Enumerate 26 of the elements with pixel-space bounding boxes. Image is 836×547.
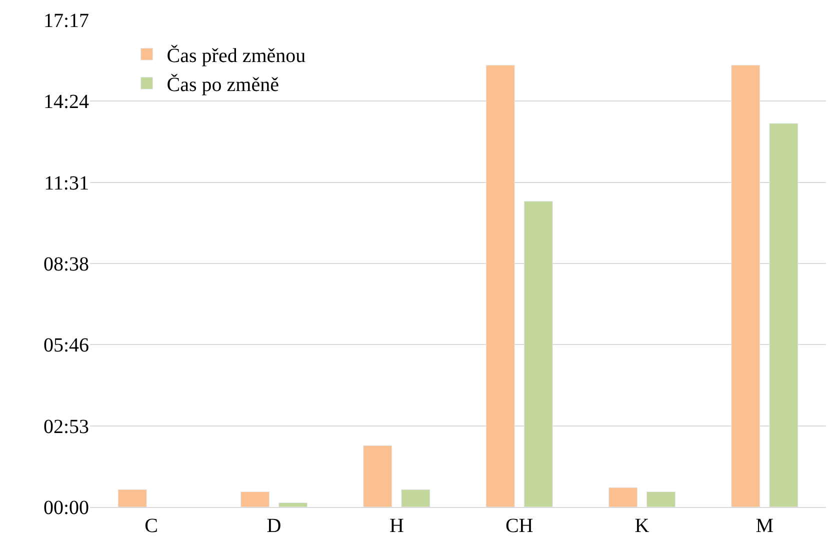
x-tick-label: CH <box>505 515 534 537</box>
bar <box>240 492 270 507</box>
bar <box>524 200 553 507</box>
x-tick-label: H <box>389 515 404 537</box>
x-tick-label: M <box>756 515 774 537</box>
bar <box>646 492 676 507</box>
x-tick-label: C <box>144 515 158 537</box>
bar <box>769 123 798 507</box>
y-tick-label: 08:38 <box>43 254 89 276</box>
bar <box>278 502 308 507</box>
y-tick-label: 17:17 <box>43 10 89 32</box>
y-tick-label: 14:24 <box>43 91 89 114</box>
legend-label: Čas před změnou <box>166 44 306 67</box>
bar <box>401 489 430 507</box>
y-tick-label: 11:31 <box>44 172 89 194</box>
bar <box>731 64 760 507</box>
bar <box>608 487 638 507</box>
y-tick-label: 00:00 <box>43 497 89 519</box>
x-tick-label: D <box>266 515 282 537</box>
bar <box>118 489 147 507</box>
legend-label: Čas po změně <box>166 72 280 96</box>
bar <box>363 445 392 507</box>
bar <box>486 64 515 507</box>
y-tick-label: 02:53 <box>43 416 89 438</box>
y-tick-label: 05:46 <box>43 334 89 357</box>
x-tick-label: K <box>634 515 650 537</box>
